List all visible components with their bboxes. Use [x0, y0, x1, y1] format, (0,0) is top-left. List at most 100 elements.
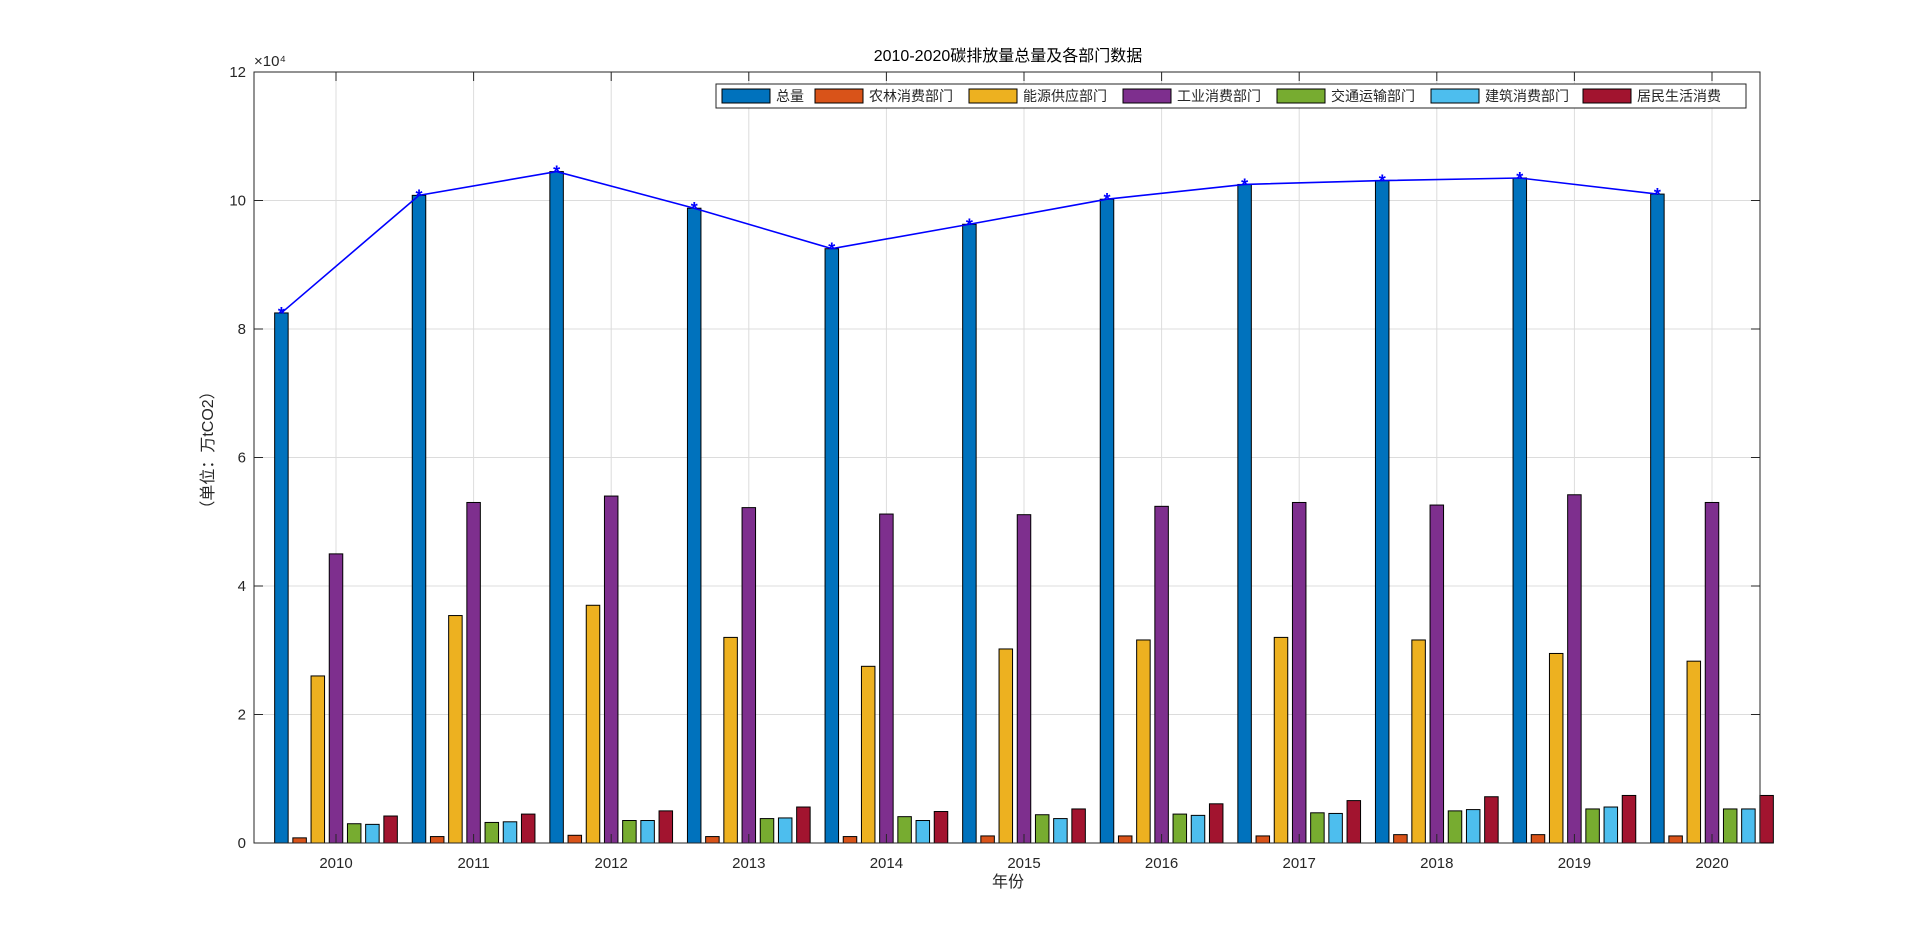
- bar-农林消费部门-2016: [1117, 835, 1133, 844]
- bar-农林消费部门-2020: [1668, 835, 1683, 844]
- bar-居民生活消费-2011: [520, 813, 536, 844]
- x-tick-label: 2011: [457, 855, 489, 872]
- bar-居民生活消费-2012: [658, 810, 674, 844]
- legend-label-交通运输部门: 交通运输部门: [1331, 88, 1415, 104]
- bar-工业消费部门-2011: [466, 501, 481, 844]
- bar-工业消费部门-2012: [603, 495, 619, 844]
- legend-swatch-工业消费部门: [1122, 88, 1172, 104]
- bar-工业消费部门-2018: [1429, 504, 1445, 844]
- legend-label-居民生活消费: 居民生活消费: [1637, 88, 1721, 104]
- bar-交通运输部门-2017: [1310, 812, 1325, 844]
- bar-建筑消费部门-2019: [1603, 806, 1619, 844]
- y-tick-label: 2: [238, 707, 246, 724]
- bar-能源供应部门-2019: [1548, 652, 1564, 844]
- bar-居民生活消费-2014: [933, 811, 949, 844]
- bar-能源供应部门-2011: [448, 615, 463, 844]
- total-marker-2011: *: [415, 186, 422, 206]
- bar-居民生活消费-2018: [1484, 796, 1499, 844]
- bar-工业消费部门-2017: [1291, 501, 1307, 844]
- legend: 总量 农林消费部门 能源供应部门 工业消费部门 交通运输部门 建筑消费部门 居民生活消费: [715, 83, 1747, 109]
- bar-能源供应部门-2013: [723, 636, 738, 844]
- legend-label-工业消费部门: 工业消费部门: [1177, 88, 1261, 104]
- bar-居民生活消费-2019: [1621, 794, 1637, 844]
- total-marker-2019: *: [1516, 169, 1523, 189]
- bar-能源供应部门-2018: [1411, 639, 1426, 844]
- bar-总量-2010: [274, 312, 289, 844]
- bar-建筑消费部门-2014: [915, 820, 931, 844]
- y-tick-label: 0: [238, 835, 246, 852]
- bar-工业消费部门-2010: [328, 553, 344, 844]
- bar-农林消费部门-2017: [1255, 835, 1271, 844]
- x-tick-label: 2017: [1283, 855, 1316, 872]
- bar-总量-2011: [411, 194, 427, 844]
- bar-交通运输部门-2019: [1585, 808, 1600, 844]
- total-marker-2018: *: [1379, 172, 1386, 192]
- bar-农林消费部门-2010: [292, 837, 307, 844]
- bar-能源供应部门-2020: [1686, 660, 1702, 844]
- bar-交通运输部门-2016: [1172, 813, 1188, 844]
- legend-label-总量: 总量: [776, 88, 804, 104]
- bar-能源供应部门-2010: [310, 675, 326, 844]
- bar-交通运输部门-2014: [897, 816, 912, 844]
- bar-交通运输部门-2012: [622, 820, 637, 844]
- x-tick-label: 2012: [595, 855, 628, 872]
- y-tick-label: 12: [229, 64, 246, 81]
- bar-建筑消费部门-2018: [1465, 809, 1481, 844]
- bar-能源供应部门-2012: [585, 604, 601, 844]
- bar-建筑消费部门-2016: [1190, 814, 1206, 844]
- total-marker-2014: *: [828, 240, 835, 260]
- bar-交通运输部门-2011: [484, 821, 500, 844]
- chart-title: 2010-2020碳排放量总量及各部门数据: [874, 47, 1143, 65]
- total-marker-2020: *: [1654, 185, 1661, 205]
- axes-box: [253, 71, 1761, 844]
- x-tick-label: 2020: [1695, 855, 1728, 872]
- bar-建筑消费部门-2010: [365, 823, 380, 844]
- y-axis-title: （单位：万tCO2）: [199, 383, 217, 516]
- x-tick-label: 2010: [319, 855, 352, 872]
- bar-农林消费部门-2014: [842, 836, 858, 844]
- x-tick-label: 2019: [1558, 855, 1591, 872]
- bar-居民生活消费-2013: [796, 806, 811, 844]
- x-axis-title: 年份: [992, 873, 1024, 891]
- total-marker-2013: *: [691, 199, 698, 219]
- bar-总量-2012: [549, 171, 564, 844]
- bar-建筑消费部门-2013: [777, 817, 793, 844]
- bar-工业消费部门-2016: [1154, 505, 1169, 844]
- bar-工业消费部门-2013: [741, 507, 757, 844]
- y-tick-label: 4: [238, 578, 246, 595]
- x-tick-label: 2013: [732, 855, 765, 872]
- legend-label-建筑消费部门: 建筑消费部门: [1485, 88, 1569, 104]
- y-tick-label: 6: [238, 450, 246, 467]
- legend-swatch-交通运输部门: [1276, 88, 1326, 104]
- bar-工业消费部门-2019: [1567, 494, 1582, 844]
- legend-swatch-总量: [721, 88, 771, 104]
- bar-农林消费部门-2015: [980, 835, 995, 844]
- bar-总量-2018: [1374, 180, 1390, 844]
- bar-总量-2015: [962, 223, 977, 844]
- y-exponent-label: ×10⁴: [254, 53, 286, 70]
- bar-工业消费部门-2014: [879, 513, 894, 844]
- y-tick-label: 10: [229, 193, 246, 210]
- bar-农林消费部门-2019: [1530, 834, 1546, 844]
- legend-label-能源供应部门: 能源供应部门: [1023, 88, 1107, 104]
- bar-总量-2019: [1512, 177, 1528, 844]
- bar-总量-2020: [1650, 193, 1665, 844]
- legend-swatch-建筑消费部门: [1430, 88, 1480, 104]
- total-line: [280, 170, 1658, 314]
- bar-交通运输部门-2013: [759, 818, 775, 844]
- bar-农林消费部门-2018: [1393, 834, 1408, 844]
- bar-建筑消费部门-2011: [502, 821, 518, 844]
- axes-layer: 0 2 4 6 8 10 12 2010 2011 2012 2013 2014 2015 2016 201…: [229, 64, 1761, 872]
- bar-总量-2017: [1237, 183, 1252, 844]
- bar-交通运输部门-2010: [346, 823, 362, 844]
- bar-总量-2013: [686, 207, 702, 844]
- bar-总量-2016: [1099, 198, 1115, 844]
- total-marker-2017: *: [1241, 175, 1248, 195]
- bar-能源供应部门-2016: [1136, 639, 1151, 844]
- bar-农林消费部门-2013: [705, 836, 720, 844]
- x-tick-label: 2014: [870, 855, 903, 872]
- y-tick-label: 8: [238, 321, 246, 338]
- bar-居民生活消费-2015: [1071, 808, 1086, 844]
- x-tick-label: 2018: [1420, 855, 1453, 872]
